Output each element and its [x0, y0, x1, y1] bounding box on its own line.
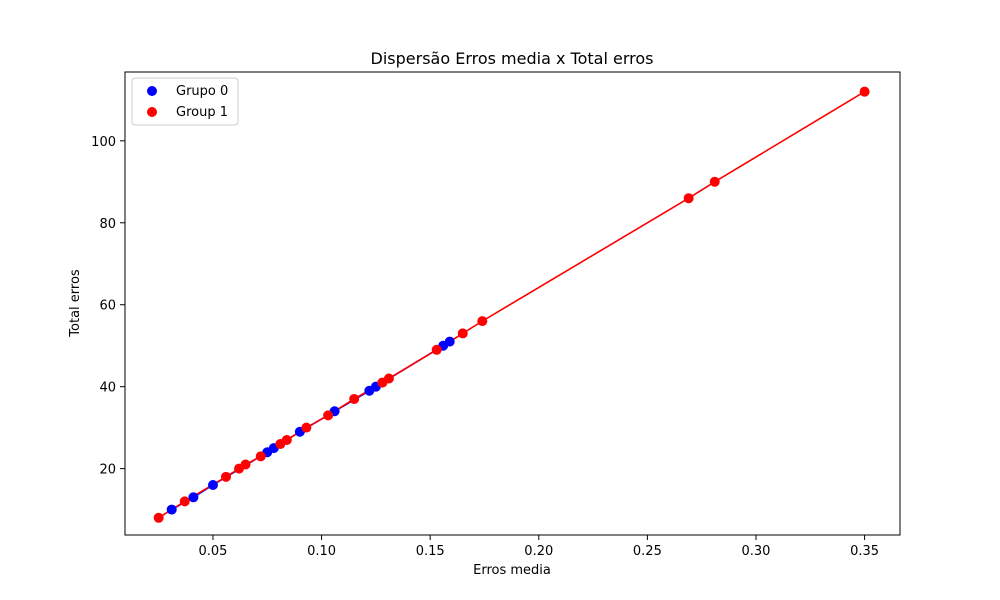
x-tick-label: 0.35 — [850, 544, 879, 559]
data-point-series-1 — [457, 328, 468, 339]
data-point-series-1 — [301, 422, 312, 433]
data-point-series-1 — [255, 451, 266, 462]
data-point-series-1 — [281, 434, 292, 445]
y-tick-label: 60 — [99, 299, 116, 314]
data-point-series-1 — [240, 459, 251, 470]
x-tick-label: 0.30 — [742, 544, 771, 559]
x-tick-label: 0.10 — [307, 544, 336, 559]
data-point-series-0 — [166, 504, 177, 515]
data-point-series-1 — [431, 344, 442, 355]
chart-title: Dispersão Erros media x Total erros — [371, 49, 654, 68]
axes-frame — [124, 71, 901, 536]
x-tick-label: 0.25 — [633, 544, 662, 559]
y-tick-label: 40 — [99, 381, 116, 396]
x-axis-title: Erros media — [473, 563, 551, 578]
x-tick-label: 0.05 — [198, 544, 227, 559]
data-point-series-1 — [179, 496, 190, 507]
data-point-series-1 — [153, 512, 164, 523]
data-point-series-0 — [444, 336, 455, 347]
data-point-series-0 — [188, 492, 199, 503]
data-point-series-0 — [207, 480, 218, 491]
y-tick-label: 20 — [99, 463, 116, 478]
data-point-series-1 — [349, 393, 360, 404]
x-tick-label: 0.20 — [524, 544, 553, 559]
y-axis: 20 40 60 80 100 — [91, 135, 125, 478]
legend-marker-grupo-0 — [147, 86, 157, 96]
y-axis-title: Total erros — [68, 269, 83, 338]
data-point-series-1 — [221, 471, 232, 482]
legend-marker-group-1 — [147, 107, 157, 117]
legend: Grupo 0 Group 1 — [131, 77, 239, 126]
plot-area — [153, 86, 870, 523]
data-point-series-1 — [477, 316, 488, 327]
data-point-series-1 — [709, 176, 720, 187]
data-point-series-1 — [383, 373, 394, 384]
y-tick-label: 80 — [99, 217, 116, 232]
data-point-series-1 — [323, 410, 334, 421]
data-point-series-1 — [859, 86, 870, 97]
data-point-series-1 — [683, 193, 694, 204]
legend-box — [131, 77, 239, 126]
x-tick-label: 0.15 — [416, 544, 445, 559]
y-tick-label: 100 — [91, 135, 116, 150]
legend-label-grupo-0: Grupo 0 — [176, 84, 228, 99]
legend-label-group-1: Group 1 — [176, 105, 228, 120]
x-axis: 0.05 0.10 0.15 0.20 0.25 0.30 0.35 — [198, 535, 879, 559]
